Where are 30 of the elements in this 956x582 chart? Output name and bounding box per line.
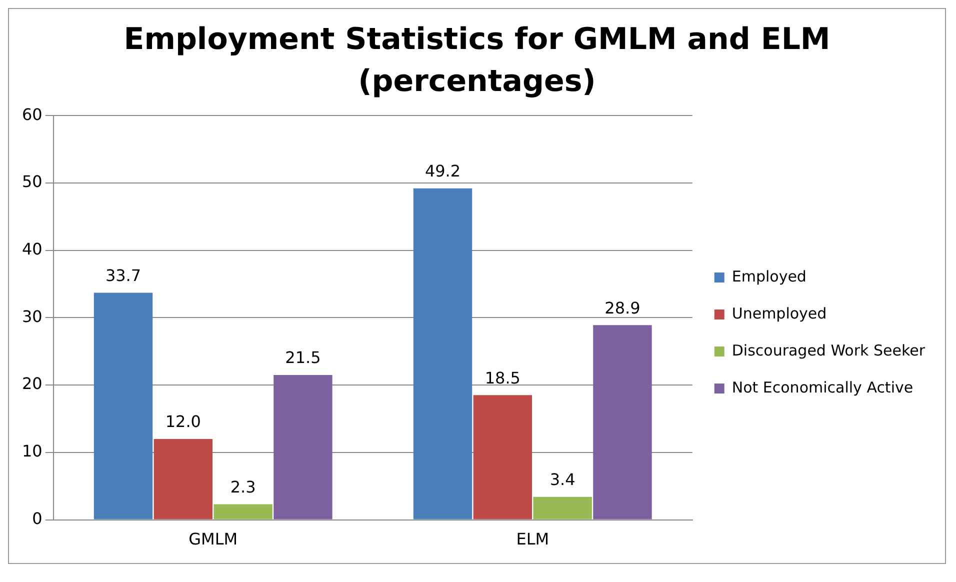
legend-label: Unemployed [732, 304, 827, 322]
legend-label: Not Economically Active [732, 378, 914, 396]
data-label: 28.9 [604, 298, 640, 318]
bar [274, 374, 332, 520]
y-tick-label: 50 [22, 172, 42, 192]
data-label: 2.3 [230, 477, 256, 496]
y-tick-label: 30 [22, 306, 42, 326]
bar [473, 395, 532, 520]
y-tick-label: 20 [22, 374, 42, 394]
y-tick-label: 60 [22, 104, 42, 124]
legend-label: Employed [732, 267, 806, 286]
data-label: 21.5 [285, 348, 321, 368]
y-tick-label: 10 [22, 442, 42, 461]
chart-title: Employment Statistics for GMLM and ELM (percentages) [122, 21, 832, 101]
bar [533, 496, 592, 520]
x-tick-label: GMLM [188, 530, 238, 549]
bar [593, 325, 652, 520]
data-label: 49.2 [424, 162, 461, 181]
bar [214, 504, 272, 520]
y-tick-label: 0 [32, 508, 42, 528]
data-label: 12.0 [165, 412, 201, 432]
data-label: 18.5 [484, 368, 520, 388]
data-label: 33.7 [105, 266, 142, 285]
y-tick-label: 40 [22, 239, 42, 258]
bar [413, 188, 472, 520]
x-tick-label: ELM [516, 530, 550, 549]
bar [154, 438, 213, 520]
legend-label: Discouraged Work Seeker [732, 341, 926, 360]
bar [94, 292, 153, 520]
data-label: 3.4 [550, 470, 576, 490]
